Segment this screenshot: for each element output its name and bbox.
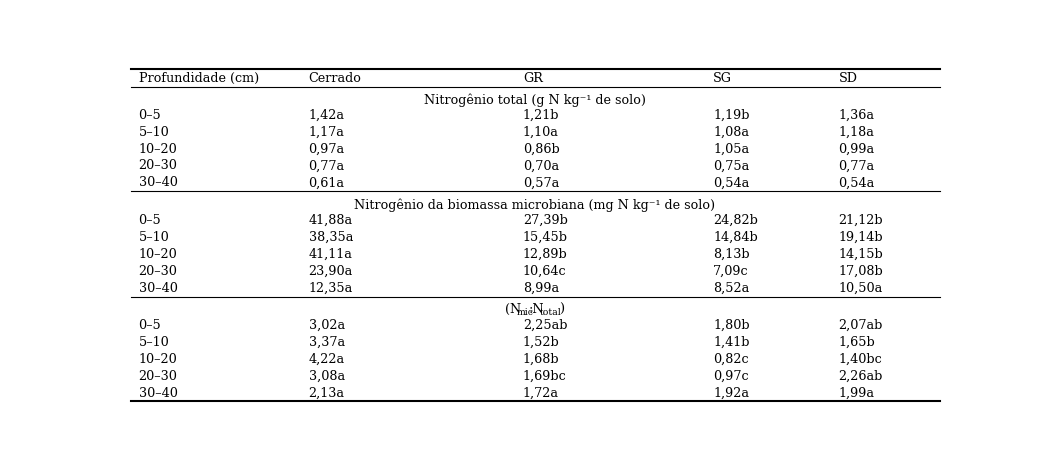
Text: 10,50a: 10,50a [838,282,883,295]
Text: 21,12b: 21,12b [838,214,883,227]
Text: 14,15b: 14,15b [838,248,883,261]
Text: 1,40bc: 1,40bc [838,353,882,366]
Text: 0–5: 0–5 [139,319,162,332]
Text: 10,64c: 10,64c [523,265,567,278]
Text: 0–5: 0–5 [139,109,162,122]
Text: 1,99a: 1,99a [838,387,875,400]
Text: 2,26ab: 2,26ab [838,370,883,383]
Text: 19,14b: 19,14b [838,231,883,244]
Text: 14,84b: 14,84b [713,231,758,244]
Text: 1,19b: 1,19b [713,109,750,122]
Text: 1,18a: 1,18a [838,126,874,139]
Text: 1,17a: 1,17a [309,126,345,139]
Text: 17,08b: 17,08b [838,265,883,278]
Text: 41,11a: 41,11a [309,248,353,261]
Text: 0,99a: 0,99a [838,142,875,156]
Text: ): ) [560,303,565,316]
Text: 0,75a: 0,75a [713,159,750,173]
Text: 0,86b: 0,86b [523,142,560,156]
Text: 0,54a: 0,54a [838,176,875,190]
Text: 8,13b: 8,13b [713,248,750,261]
Text: 1,52b: 1,52b [523,336,560,349]
Text: SG: SG [713,72,732,85]
Text: 7,09c: 7,09c [713,265,749,278]
Text: 8,52a: 8,52a [713,282,750,295]
Text: SD: SD [838,72,857,85]
Text: 12,35a: 12,35a [309,282,353,295]
Text: Nitrogênio total (g N kg⁻¹ de solo): Nitrogênio total (g N kg⁻¹ de solo) [424,94,646,107]
Text: 10–20: 10–20 [139,353,177,366]
Text: 4,22a: 4,22a [309,353,345,366]
Text: 2,25ab: 2,25ab [523,319,567,332]
Text: 5–10: 5–10 [139,126,169,139]
Text: 3,37a: 3,37a [309,336,345,349]
Text: 0,97a: 0,97a [309,142,345,156]
Text: GR: GR [523,72,543,85]
Text: 0,82c: 0,82c [713,353,749,366]
Text: 20–30: 20–30 [139,370,177,383]
Text: 0,77a: 0,77a [309,159,345,173]
Text: 1,72a: 1,72a [523,387,559,400]
Text: 10–20: 10–20 [139,248,177,261]
Text: 1,05a: 1,05a [713,142,750,156]
Text: 8,99a: 8,99a [523,282,559,295]
Text: 30–40: 30–40 [139,387,177,400]
Text: 20–30: 20–30 [139,159,177,173]
Text: 1,42a: 1,42a [309,109,345,122]
Text: 38,35a: 38,35a [309,231,353,244]
Text: 1,68b: 1,68b [523,353,560,366]
Text: 15,45b: 15,45b [523,231,568,244]
Text: 0,54a: 0,54a [713,176,750,190]
Text: 24,82b: 24,82b [713,214,758,227]
Text: 5–10: 5–10 [139,231,169,244]
Text: Nitrogênio da biomassa microbiana (mg N kg⁻¹ de solo): Nitrogênio da biomassa microbiana (mg N … [355,199,715,213]
Text: 1,21b: 1,21b [523,109,560,122]
Text: 1,65b: 1,65b [838,336,875,349]
Text: mic: mic [517,308,533,317]
Text: :N: :N [528,303,544,316]
Text: 0,97c: 0,97c [713,370,749,383]
Text: 1,69bc: 1,69bc [523,370,567,383]
Text: 23,90a: 23,90a [309,265,353,278]
Text: 12,89b: 12,89b [523,248,568,261]
Text: Profundidade (cm): Profundidade (cm) [139,72,259,85]
Text: 30–40: 30–40 [139,176,177,190]
Text: (N: (N [505,303,522,316]
Text: 1,08a: 1,08a [713,126,749,139]
Text: 41,88a: 41,88a [309,214,353,227]
Text: 1,92a: 1,92a [713,387,749,400]
Text: 1,80b: 1,80b [713,319,750,332]
Text: 30–40: 30–40 [139,282,177,295]
Text: 0,70a: 0,70a [523,159,559,173]
Text: 27,39b: 27,39b [523,214,568,227]
Text: total: total [540,308,562,317]
Text: 0,61a: 0,61a [309,176,345,190]
Text: 0,57a: 0,57a [523,176,560,190]
Text: 0–5: 0–5 [139,214,162,227]
Text: 1,41b: 1,41b [713,336,750,349]
Text: 3,02a: 3,02a [309,319,345,332]
Text: 5–10: 5–10 [139,336,169,349]
Text: 3,08a: 3,08a [309,370,345,383]
Text: 1,36a: 1,36a [838,109,875,122]
Text: 1,10a: 1,10a [523,126,559,139]
Text: 2,07ab: 2,07ab [838,319,883,332]
Text: 20–30: 20–30 [139,265,177,278]
Text: Cerrado: Cerrado [309,72,361,85]
Text: 0,77a: 0,77a [838,159,875,173]
Text: 10–20: 10–20 [139,142,177,156]
Text: 2,13a: 2,13a [309,387,345,400]
